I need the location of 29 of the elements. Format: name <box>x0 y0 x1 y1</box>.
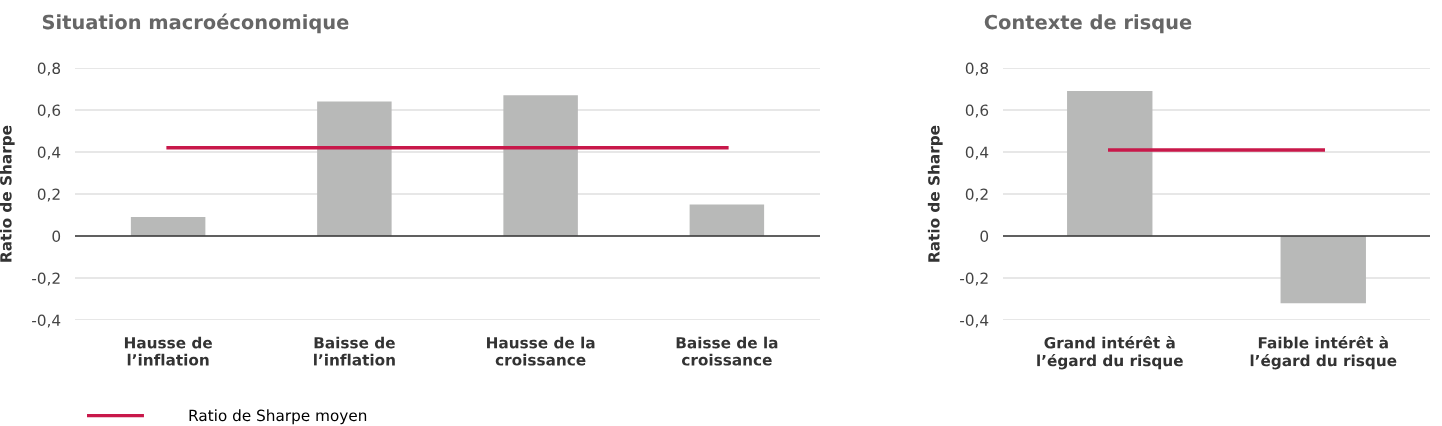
y-axis-title: Ratio de Sharpe <box>927 125 943 262</box>
y-axis-title: Ratio de Sharpe <box>0 125 15 262</box>
x-tick-label: Faible intérêt à l’égard du risque <box>1250 336 1397 370</box>
bar <box>689 204 765 236</box>
bar <box>503 95 578 236</box>
y-tick-label: 0,2 <box>37 188 60 202</box>
y-tick-label: 0 <box>52 230 61 243</box>
y-tick-label: 0,6 <box>965 104 989 118</box>
bar <box>130 217 206 236</box>
y-tick-label: 0,4 <box>965 146 989 160</box>
y-tick-label: 0,4 <box>37 146 61 160</box>
y-tick-label: 0,8 <box>965 62 989 76</box>
x-tick-label: Hausse de la croissance <box>487 336 595 366</box>
y-tick-label: -0,2 <box>32 272 60 286</box>
x-tick-label: Baisse de la croissance <box>676 336 778 366</box>
x-tick-label: Grand intérêt à l’égard du risque <box>1037 336 1183 370</box>
y-tick-label: 0,8 <box>37 62 61 76</box>
text: Ratio de Sharpe moyen <box>189 409 367 425</box>
y-tick-label: 0 <box>980 230 989 243</box>
y-tick-label: -0,4 <box>960 314 989 328</box>
chart-title: Contexte de risque <box>984 14 1192 34</box>
x-tick-label: Baisse de l’inflation <box>314 336 395 366</box>
y-tick-label: -0,4 <box>32 314 61 328</box>
y-tick-label: 0,6 <box>37 104 61 118</box>
x-tick-label: Hausse de l’inflation <box>124 336 212 366</box>
y-tick-label: -0,2 <box>960 272 988 286</box>
chart-title: Situation macroéconomique <box>42 13 349 34</box>
y-tick-label: 0,2 <box>965 188 988 202</box>
bar <box>317 101 392 236</box>
